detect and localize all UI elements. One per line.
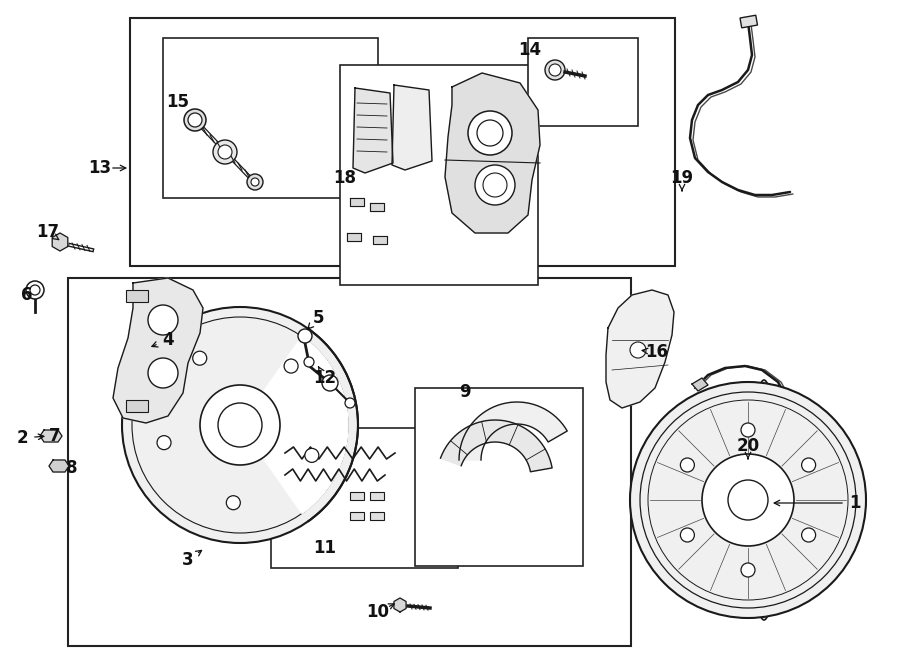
Circle shape [226, 496, 240, 510]
Polygon shape [113, 278, 203, 423]
Bar [740, 15, 758, 28]
Polygon shape [394, 598, 406, 612]
Polygon shape [606, 290, 674, 408]
Circle shape [483, 173, 507, 197]
Polygon shape [692, 378, 708, 391]
Circle shape [304, 357, 314, 367]
Polygon shape [350, 198, 364, 206]
Circle shape [322, 375, 338, 391]
Circle shape [284, 359, 298, 373]
Text: 17: 17 [36, 223, 59, 241]
Text: 5: 5 [312, 309, 324, 327]
Text: 1: 1 [850, 494, 860, 512]
Text: 7: 7 [50, 427, 61, 445]
Circle shape [630, 382, 866, 618]
Text: 20: 20 [736, 437, 760, 455]
Bar [130, 18, 675, 266]
Circle shape [475, 165, 515, 205]
Polygon shape [353, 88, 393, 173]
Circle shape [30, 285, 40, 295]
Text: 16: 16 [645, 343, 669, 361]
Polygon shape [49, 460, 69, 472]
Text: 2: 2 [16, 429, 28, 447]
Circle shape [680, 458, 695, 472]
Circle shape [477, 120, 503, 146]
Bar [68, 278, 631, 646]
Circle shape [218, 145, 232, 159]
Polygon shape [392, 85, 432, 170]
Circle shape [802, 528, 815, 542]
Circle shape [468, 111, 512, 155]
Text: 14: 14 [518, 41, 542, 59]
Circle shape [188, 113, 202, 127]
Circle shape [741, 423, 755, 437]
Circle shape [741, 563, 755, 577]
Circle shape [345, 398, 355, 408]
Ellipse shape [750, 380, 778, 620]
Bar [415, 388, 583, 566]
Text: 9: 9 [459, 383, 471, 401]
Text: 19: 19 [670, 169, 694, 187]
Circle shape [157, 436, 171, 449]
Text: 3: 3 [182, 551, 194, 569]
Text: 10: 10 [366, 603, 390, 621]
Circle shape [251, 178, 259, 186]
Circle shape [247, 174, 263, 190]
Polygon shape [40, 430, 62, 442]
Circle shape [702, 454, 794, 546]
Polygon shape [373, 236, 387, 244]
Text: 4: 4 [162, 331, 174, 349]
Bar [350, 492, 364, 500]
Bar [126, 290, 148, 302]
Circle shape [193, 352, 207, 365]
Text: 18: 18 [334, 169, 356, 187]
Text: 11: 11 [313, 539, 337, 557]
Circle shape [122, 307, 358, 543]
Circle shape [200, 385, 280, 465]
Polygon shape [370, 203, 384, 211]
Bar [163, 38, 378, 198]
Circle shape [298, 329, 312, 343]
Bar [340, 65, 538, 285]
Bar [350, 512, 364, 520]
Text: 8: 8 [67, 459, 77, 477]
Text: 15: 15 [166, 93, 190, 111]
Polygon shape [445, 73, 540, 233]
Circle shape [305, 448, 319, 462]
Bar [126, 400, 148, 412]
Bar [370, 512, 384, 520]
Text: 6: 6 [22, 286, 32, 304]
Circle shape [802, 458, 815, 472]
Polygon shape [459, 402, 567, 460]
Circle shape [184, 109, 206, 131]
Bar [271, 428, 458, 568]
Text: 12: 12 [313, 369, 337, 387]
Polygon shape [240, 336, 348, 514]
Bar [370, 492, 384, 500]
Circle shape [728, 480, 768, 520]
Circle shape [148, 305, 178, 335]
Polygon shape [347, 233, 361, 241]
Circle shape [549, 64, 561, 76]
Circle shape [26, 281, 44, 299]
Circle shape [545, 60, 565, 80]
Polygon shape [440, 420, 552, 472]
Circle shape [630, 342, 646, 358]
Circle shape [148, 358, 178, 388]
Bar [528, 38, 638, 126]
Text: 13: 13 [88, 159, 112, 177]
Polygon shape [52, 233, 68, 251]
Circle shape [213, 140, 237, 164]
Circle shape [218, 403, 262, 447]
Circle shape [680, 528, 695, 542]
